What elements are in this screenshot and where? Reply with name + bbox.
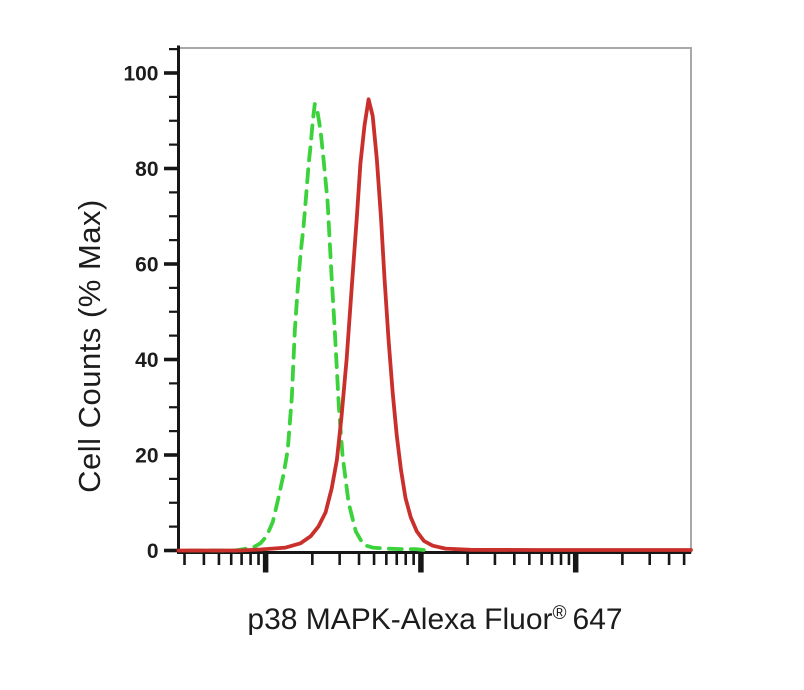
series-red-solid-histogram [176, 97, 693, 553]
x-axis-label: p38 MAPK-Alexa Fluor® 647 [178, 603, 692, 637]
y-tick-label: 20 [135, 445, 158, 468]
x-axis-ticks [183, 554, 686, 573]
x-axis-label-main: p38 MAPK-Alexa Fluor [247, 603, 553, 636]
y-tick-label: 100 [123, 63, 158, 86]
y-axis-ticks [164, 48, 179, 553]
y-tick-labels: 0 20 40 60 80 100 [123, 63, 158, 564]
series-green-dashed-histogram [186, 102, 431, 553]
y-tick-label: 0 [147, 540, 159, 563]
y-tick-label: 80 [135, 158, 158, 181]
plot-frame [177, 47, 692, 554]
plot-axes [177, 45, 691, 554]
y-tick-label: 60 [135, 254, 158, 277]
y-tick-label: 40 [135, 349, 158, 372]
registered-trademark-symbol: ® [552, 603, 567, 624]
x-axis-label-suffix: 647 [572, 603, 623, 636]
y-axis-label: Cell Counts (% Max) [72, 199, 107, 493]
